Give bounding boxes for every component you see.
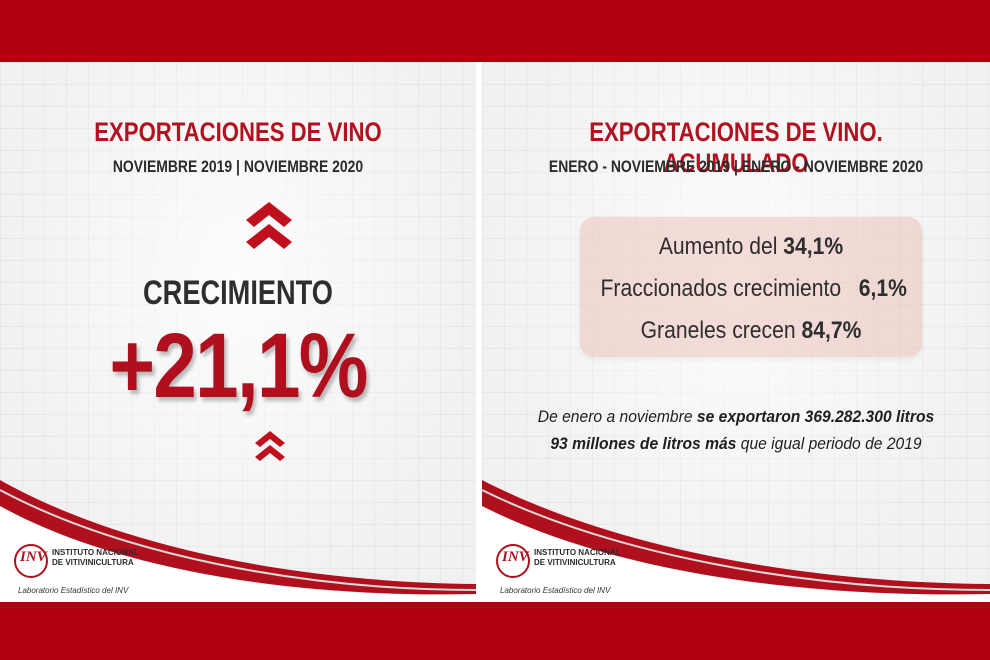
- growth-value: +21,1%: [109, 315, 368, 417]
- growth-label: CRECIMIENTO: [143, 274, 333, 312]
- stats-box: Aumento del 34,1% Fraccionados crecimien…: [580, 217, 922, 357]
- inv-logo-subtitle: Laboratorio Estadístico del INV: [18, 586, 129, 595]
- panel-divider: [476, 62, 482, 602]
- bottom-red-band: [0, 602, 990, 660]
- left-title: EXPORTACIONES DE VINO: [94, 117, 382, 147]
- inv-logo-mark: INV: [496, 544, 530, 578]
- top-red-band: [0, 0, 990, 62]
- red-swoosh-decoration: [482, 480, 990, 602]
- inv-logo-text: INSTITUTO NACIONAL DE VITIVINICULTURA: [534, 548, 621, 567]
- red-swoosh-decoration: [0, 480, 476, 602]
- left-subtitle: NOVIEMBRE 2019 | NOVIEMBRE 2020: [112, 157, 364, 176]
- inv-logo-mark: INV: [14, 544, 48, 578]
- inv-logo-subtitle: Laboratorio Estadístico del INV: [500, 586, 611, 595]
- right-subtitle: ENERO - NOVIEMBRE 2019 | ENERO - NOVIEMB…: [548, 157, 924, 176]
- stat-graneles: Graneles crecen 84,7%: [640, 317, 862, 344]
- stat-fraccionados: Fraccionados crecimiento 6,1%: [600, 275, 907, 302]
- inv-logo-text: INSTITUTO NACIONAL DE VITIVINICULTURA: [52, 548, 139, 567]
- stat-increase: Aumento del 34,1%: [658, 233, 844, 260]
- note-line-2: 93 millones de litros más que igual peri…: [550, 434, 922, 453]
- left-infographic-panel: EXPORTACIONES DE VINO NOVIEMBRE 2019 | N…: [0, 62, 476, 602]
- note-line-1: De enero a noviembre se exportaron 369.2…: [537, 407, 935, 426]
- double-chevron-up-icon-small: [255, 431, 285, 461]
- right-infographic-panel: EXPORTACIONES DE VINO. ACUMULADO ENERO -…: [482, 62, 990, 602]
- double-chevron-up-icon: [246, 202, 292, 249]
- right-title: EXPORTACIONES DE VINO. ACUMULADO: [589, 117, 883, 178]
